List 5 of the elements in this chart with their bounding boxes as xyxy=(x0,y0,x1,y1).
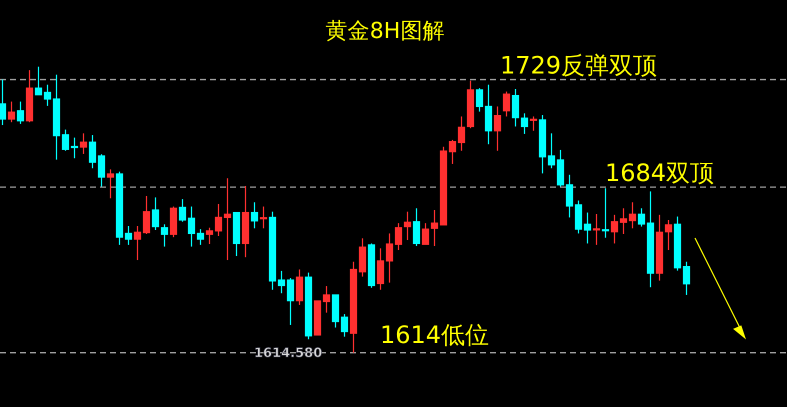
annotation: 1614.580 xyxy=(254,346,322,361)
ref-line-label: 1729反弹双顶 xyxy=(500,52,658,80)
ref-line-label: 1684双顶 xyxy=(605,159,714,188)
chart-title: 黄金8H图解 xyxy=(326,19,444,44)
annotation: 1614低位 xyxy=(380,321,490,349)
